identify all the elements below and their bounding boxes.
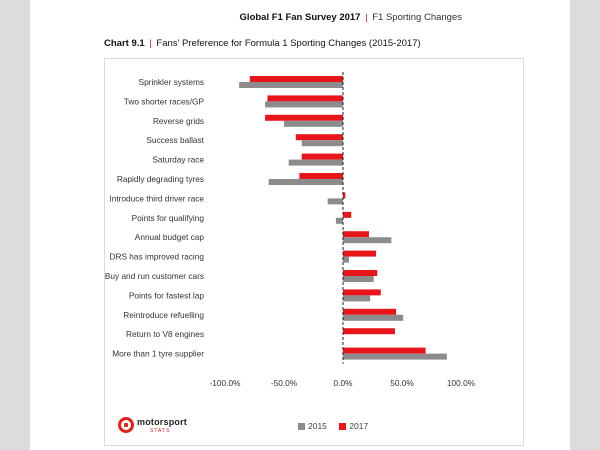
bar-2015 (239, 82, 343, 88)
bar-2017 (343, 308, 397, 315)
legend-swatch-2015 (298, 423, 305, 430)
page: Global F1 Fan Survey 2017 | F1 Sporting … (30, 0, 570, 450)
category-label: Rapidly degrading tyres (117, 174, 204, 184)
legend-label-2015: 2015 (308, 421, 327, 431)
logo-mark-icon (118, 417, 134, 433)
report-subtitle: F1 Sporting Changes (372, 12, 462, 23)
bar-2017 (343, 211, 352, 218)
legend-item-2015: 2015 (298, 421, 327, 431)
category-label: Return to V8 engines (126, 329, 204, 339)
x-tick-label: 0.0% (334, 378, 354, 388)
bar-2017 (301, 153, 343, 160)
bar-2017 (343, 289, 381, 296)
bar-2017 (343, 328, 395, 335)
logo-sub: STATS (150, 428, 171, 434)
category-label: Two shorter races/GP (124, 96, 205, 106)
bar-2017 (343, 347, 426, 354)
legend-swatch-2017 (339, 423, 347, 430)
chart-heading: Chart 9.1 | Fans' Preference for Formula… (104, 38, 421, 49)
category-label: Buy and run customer cars (105, 271, 204, 281)
category-label: Sprinkler systems (139, 77, 204, 87)
legend-label-2017: 2017 (349, 421, 369, 431)
bar-2015 (288, 159, 343, 166)
x-tick-label: 100.0% (447, 378, 476, 388)
chart-title: Fans' Preference for Formula 1 Sporting … (156, 38, 421, 49)
bar-2017 (343, 250, 377, 257)
report-header: Global F1 Fan Survey 2017 | F1 Sporting … (240, 12, 462, 23)
header-separator: | (365, 12, 368, 23)
x-tick-label: -50.0% (271, 378, 298, 388)
category-label: Points for fastest lap (129, 290, 205, 300)
bar-2015 (301, 140, 343, 147)
bar-2017 (299, 173, 343, 179)
bar-2017 (267, 95, 343, 102)
bar-2015 (343, 256, 349, 263)
chart-number: Chart 9.1 (104, 38, 145, 49)
bar-2015 (343, 353, 447, 360)
motorsport-stats-logo: motorsport STATS (118, 415, 198, 441)
category-label: Points for qualifying (132, 213, 205, 223)
category-label: Saturday race (152, 155, 204, 165)
chart-heading-separator: | (149, 38, 152, 49)
category-label: More than 1 tyre supplier (112, 349, 204, 359)
bar-2015 (343, 276, 374, 282)
bar-2017 (343, 192, 346, 199)
report-title: Global F1 Fan Survey 2017 (239, 12, 361, 23)
bar-2017 (295, 134, 343, 141)
bar-2015 (327, 198, 343, 205)
chart-frame (104, 58, 524, 446)
x-tick-label: -100.0% (210, 378, 242, 388)
category-label: Annual budget cap (135, 232, 205, 242)
bar-2015 (343, 314, 404, 321)
category-label: Success ballast (146, 135, 204, 145)
bar-2015 (335, 217, 343, 224)
bar-2017 (249, 76, 343, 82)
category-label: DRS has improved racing (109, 252, 204, 262)
bar-2017 (343, 270, 378, 276)
bar-2015 (284, 120, 343, 127)
logo-word: motorsport (137, 417, 187, 427)
bar-2015 (265, 101, 343, 108)
bar-2017 (343, 231, 369, 238)
chart-legend: 2015 2017 (298, 421, 378, 431)
bar-2015 (268, 179, 343, 185)
bar-chart: Sprinkler systems Two shorter races/GP Rev… (105, 72, 476, 388)
category-label: Reintroduce refuelling (123, 310, 204, 320)
legend-item-2017: 2017 (339, 421, 368, 431)
bar-2017 (265, 114, 343, 121)
bar-2015 (343, 237, 392, 244)
category-label: Introduce third driver race (109, 193, 204, 203)
category-label: Reverse grids (153, 116, 204, 126)
x-tick-label: 50.0% (390, 378, 414, 388)
bar-2015 (343, 295, 371, 302)
